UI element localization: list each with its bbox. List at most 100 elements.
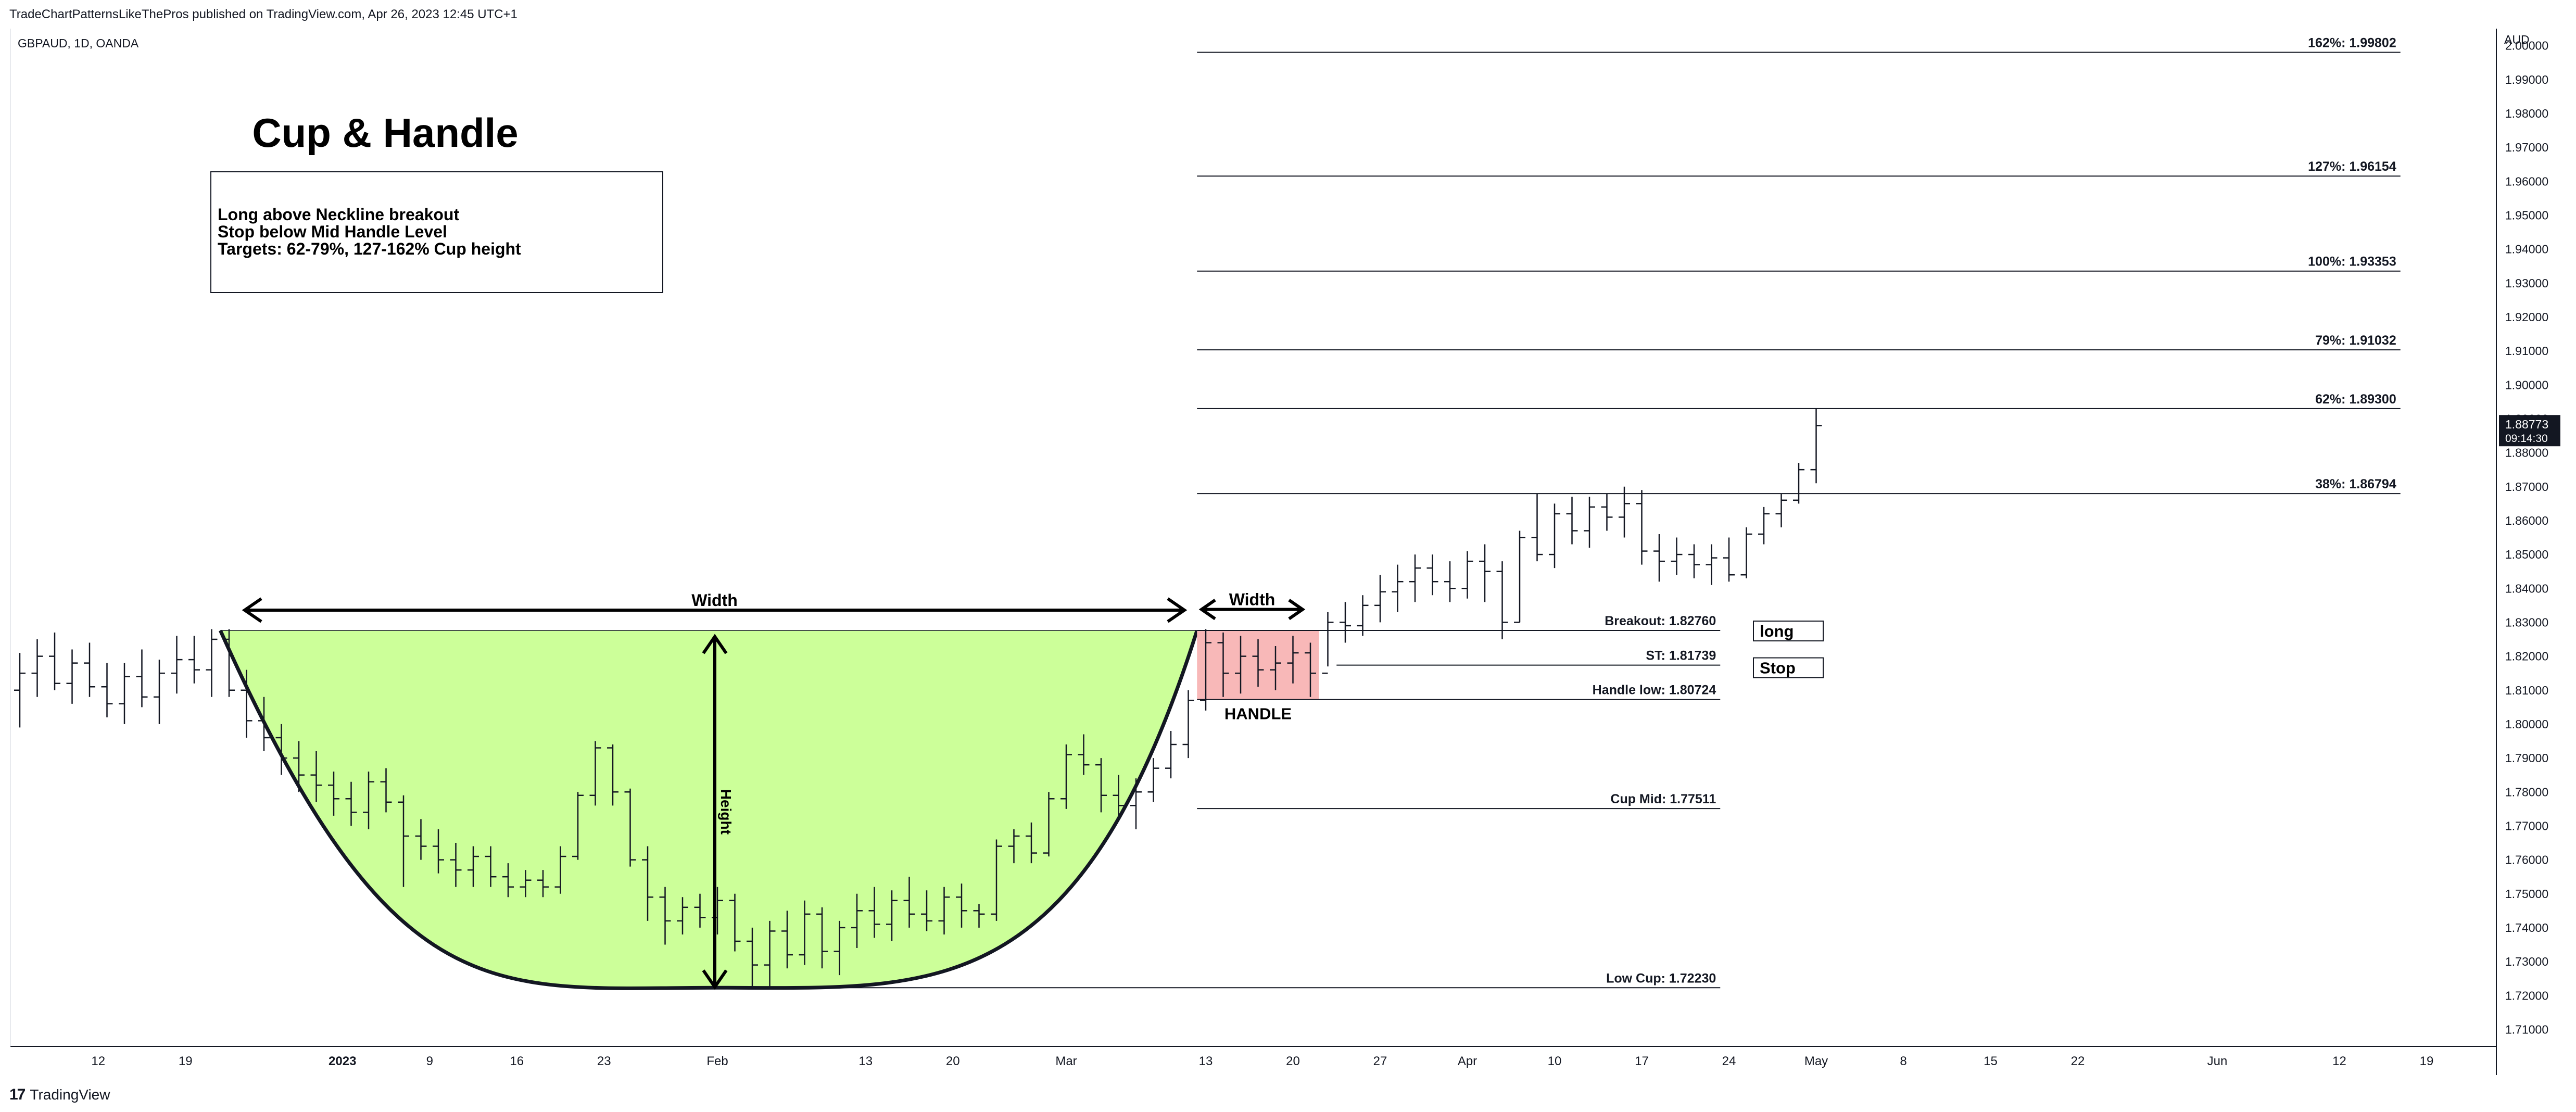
- ohlc-bar: [468, 846, 479, 887]
- ohlc-bar: [1322, 612, 1334, 674]
- stop-box: [1753, 657, 1824, 678]
- price-tick-label: 1.91000: [2505, 344, 2548, 358]
- ohlc-bar: [1758, 507, 1770, 545]
- ohlc-bar: [903, 877, 915, 928]
- tradingview-logo[interactable]: 17 TradingView: [9, 1086, 110, 1104]
- time-tick-label: Jun: [2207, 1054, 2228, 1068]
- ohlc-bar: [1409, 554, 1421, 602]
- last-price-badge: [2499, 415, 2560, 447]
- ohlc-bar: [973, 904, 985, 928]
- ohlc-bar: [119, 663, 130, 724]
- price-tick-label: 1.73000: [2505, 955, 2548, 968]
- level-label: Breakout: 1.82760: [1605, 614, 1716, 628]
- ohlc-bar: [1653, 534, 1665, 582]
- time-tick-label: 27: [1373, 1054, 1387, 1068]
- note-line: Stop below Mid Handle Level: [218, 222, 447, 241]
- ohlc-bar: [764, 920, 776, 989]
- height-label: Height: [718, 789, 734, 835]
- time-tick-label: 2023: [329, 1054, 356, 1068]
- handle-width-label: Width: [1229, 590, 1276, 609]
- ohlc-bar: [1217, 632, 1229, 697]
- ohlc-bar: [450, 843, 462, 887]
- ohlc-bar: [66, 649, 78, 704]
- ohlc-bar: [1619, 486, 1630, 538]
- cup-area-fill: [220, 630, 1197, 989]
- ohlc-bar: [1584, 497, 1595, 548]
- time-tick-label: Feb: [706, 1054, 728, 1068]
- level-label: Handle low: 1.80724: [1593, 683, 1716, 698]
- ohlc-bar: [206, 629, 218, 697]
- ohlc-bar: [14, 653, 26, 728]
- ohlc-bar: [537, 870, 549, 898]
- price-tick-label: 1.88000: [2505, 446, 2548, 460]
- ohlc-bar: [310, 751, 322, 802]
- ohlc-bar: [851, 893, 863, 949]
- ohlc-bar: [1182, 690, 1194, 759]
- symbol-legend: GBPAUD, 1D, OANDA: [18, 36, 139, 50]
- pattern-title: Cup & Handle: [252, 110, 518, 156]
- time-tick-label: Apr: [1458, 1054, 1477, 1068]
- ohlc-bar: [1270, 646, 1281, 690]
- time-tick-label: 16: [510, 1054, 524, 1068]
- price-tick-label: 1.72000: [2505, 989, 2548, 1002]
- ohlc-bar: [415, 819, 427, 860]
- time-tick-label: 8: [1900, 1054, 1906, 1068]
- ohlc-bar: [188, 636, 200, 684]
- ohlc-bar: [1078, 734, 1090, 775]
- note-line: Long above Neckline breakout: [218, 205, 459, 224]
- price-tick-label: 1.99000: [2505, 73, 2548, 86]
- ohlc-bar: [956, 883, 967, 928]
- level-label: 162%: 1.99802: [2308, 35, 2396, 50]
- price-tick-label: 1.98000: [2505, 107, 2548, 120]
- ohlc-bar: [1723, 537, 1735, 582]
- time-tick-label: 20: [946, 1054, 960, 1068]
- ohlc-bar: [136, 649, 148, 707]
- price-tick-label: 1.71000: [2505, 1022, 2548, 1036]
- ohlc-bar: [1200, 629, 1211, 711]
- price-tick-label: 1.95000: [2505, 208, 2548, 222]
- ohlc-bar: [433, 829, 444, 874]
- time-tick-label: 17: [1635, 1054, 1649, 1068]
- time-tick-label: May: [1804, 1054, 1828, 1068]
- time-tick-label: 22: [2071, 1054, 2085, 1068]
- price-tick-label: 1.97000: [2505, 141, 2548, 154]
- level-label: Low Cup: 1.72230: [1606, 971, 1716, 985]
- ohlc-bar: [1426, 554, 1438, 596]
- ohlc-bar: [991, 839, 1002, 921]
- level-label: 79%: 1.91032: [2315, 333, 2396, 348]
- time-tick-label: Mar: [1055, 1054, 1077, 1068]
- ohlc-bar: [677, 897, 688, 934]
- height-arrowhead-bottom: [702, 969, 728, 990]
- ohlc-bar: [1374, 575, 1386, 623]
- ohlc-bar: [84, 642, 95, 697]
- time-tick-label: 19: [2420, 1054, 2434, 1068]
- cup-width-arrowhead-left: [242, 597, 262, 623]
- ohlc-bar: [1095, 758, 1107, 813]
- long-box: [1753, 621, 1824, 642]
- ohlc-bar: [1549, 503, 1560, 568]
- price-tick-label: 1.80000: [2505, 717, 2548, 731]
- ohlc-bar: [1113, 775, 1125, 819]
- ohlc-bar: [1740, 527, 1752, 578]
- level-label: Cup Mid: 1.77511: [1610, 792, 1716, 806]
- ohlc-bar: [363, 772, 374, 829]
- ohlc-bar: [816, 907, 828, 969]
- ohlc-bar: [1601, 493, 1613, 531]
- ohlc-bar: [241, 669, 252, 738]
- ohlc-bar: [799, 900, 811, 965]
- ohlc-bar: [659, 887, 671, 945]
- stop-label: Stop: [1760, 659, 1796, 677]
- ohlc-bar: [1479, 544, 1491, 602]
- currency-label: AUD: [2504, 33, 2530, 46]
- price-tick-label: 1.82000: [2505, 650, 2548, 663]
- ohlc-bar: [1688, 544, 1700, 578]
- ohlc-bar: [380, 768, 392, 813]
- price-tick-label: 1.81000: [2505, 684, 2548, 697]
- ohlc-bar: [572, 792, 584, 860]
- ohlc-bar: [258, 697, 270, 752]
- ohlc-bar: [49, 632, 60, 690]
- time-tick-label: 10: [1548, 1054, 1562, 1068]
- ohlc-bar: [1461, 551, 1473, 599]
- ohlc-bar: [328, 772, 339, 816]
